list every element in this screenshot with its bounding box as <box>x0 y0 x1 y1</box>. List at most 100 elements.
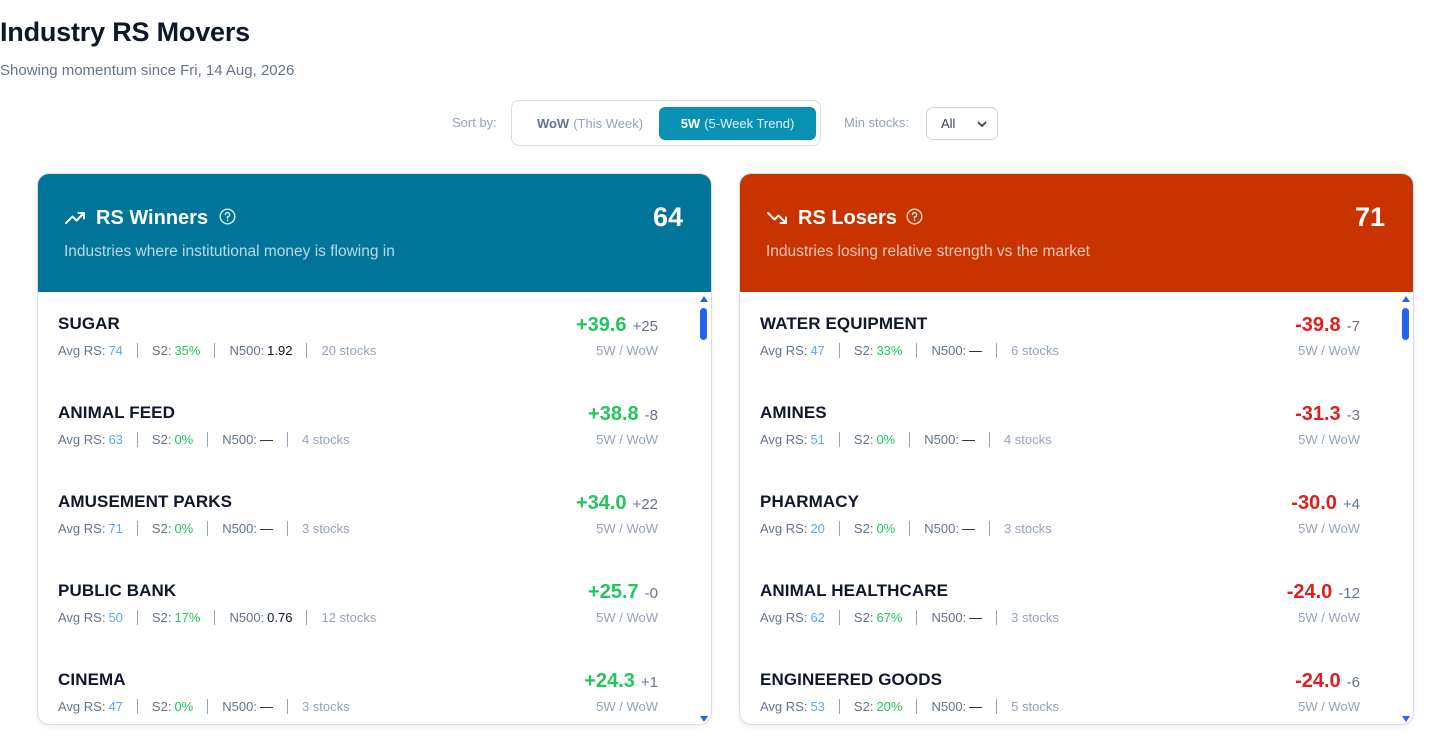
rs-change-wow: +4 <box>1342 496 1360 513</box>
help-circle-icon[interactable] <box>219 208 236 225</box>
divider <box>214 343 216 358</box>
avg-rs-value: 74 <box>108 343 123 358</box>
industry-name: SUGAR <box>58 314 120 333</box>
winners-scrollbar[interactable] <box>699 294 709 724</box>
n500-label: N500: <box>924 432 959 447</box>
avg-rs-label: Avg RS: <box>760 521 808 536</box>
industry-row[interactable]: PUBLIC BANK Avg RS: 50 S2: 17% N500: 0.76 12 st… <box>38 559 698 648</box>
scroll-up-icon[interactable] <box>1402 296 1410 302</box>
losers-list[interactable]: WATER EQUIPMENT Avg RS: 47 S2: 33% N500: —6 st… <box>740 292 1413 724</box>
scroll-down-icon[interactable] <box>1402 716 1410 722</box>
industry-name: AMUSEMENT PARKS <box>58 492 233 511</box>
winners-header: RS Winners Industries where institutiona… <box>38 174 711 292</box>
divider <box>136 610 138 625</box>
s2-label: S2: <box>151 343 172 358</box>
industry-meta: Avg RS: 71 S2: 0% N500: — 3 stocks <box>58 521 350 536</box>
avg-rs-label: Avg RS: <box>58 343 106 358</box>
s2-value: 17% <box>174 610 201 625</box>
sort-option-wow[interactable]: WoW (This Week) <box>520 107 660 140</box>
controls-bar: Sort by: WoW (This Week) 5W (5-Week Tren… <box>0 100 1447 146</box>
rs-change-unit: 5W / WoW <box>596 699 658 714</box>
avg-rs-value: 20 <box>810 521 825 536</box>
scroll-up-icon[interactable] <box>700 296 708 302</box>
losers-panel: RS Losers Industries losing relative str… <box>739 173 1414 725</box>
n500-value: — <box>969 610 983 625</box>
industry-name: PUBLIC BANK <box>58 581 177 600</box>
rs-change-5w: -39.8 <box>1295 314 1341 336</box>
rs-change-wow: +25 <box>632 318 658 335</box>
industry-row[interactable]: SUGAR Avg RS: 74 S2: 35% N500: 1.92 20 stocks +3… <box>38 292 698 381</box>
industry-meta: Avg RS: 47 S2: 0% N500: — 3 stocks <box>58 699 350 714</box>
divider <box>207 699 209 714</box>
divider <box>996 610 998 625</box>
sort-label: Sort by: <box>452 115 497 130</box>
s2-label: S2: <box>151 610 172 625</box>
industry-row[interactable]: ENGINEERED GOODS Avg RS: 53 S2: 20% N500: — 5 s… <box>740 648 1400 724</box>
industry-row[interactable]: ANIMAL FEED Avg RS: 63 S2: 0% N500: — 4 stocks +… <box>38 381 698 470</box>
scrollbar-thumb[interactable] <box>700 308 707 340</box>
industry-meta: Avg RS: 53 S2: 20% N500: — 5 stocks <box>760 699 1059 714</box>
industry-meta: Avg RS: 74 S2: 35% N500: 1.92 20 stocks <box>58 343 376 358</box>
avg-rs-label: Avg RS: <box>760 343 808 358</box>
divider <box>136 343 138 358</box>
min-stocks-select[interactable]: All <box>926 107 998 140</box>
help-circle-icon[interactable] <box>906 208 923 225</box>
n500-value: 0.76 <box>267 610 293 625</box>
divider <box>838 610 840 625</box>
trending-up-icon <box>65 212 85 224</box>
industry-row[interactable]: WATER EQUIPMENT Avg RS: 47 S2: 33% N500: — 6 st… <box>740 292 1400 381</box>
avg-rs-value: 62 <box>810 610 825 625</box>
sort-option-5w-detail: (5-Week Trend) <box>704 116 795 131</box>
s2-label: S2: <box>853 521 874 536</box>
sort-option-5w[interactable]: 5W (5-Week Trend) <box>659 107 816 140</box>
rs-change: -24.0 -12 <box>1287 581 1360 604</box>
avg-rs-label: Avg RS: <box>58 699 106 714</box>
min-stocks-label: Min stocks: <box>844 115 910 130</box>
n500-value: — <box>259 521 273 536</box>
rs-change-5w: -31.3 <box>1295 403 1341 425</box>
winners-subtitle: Industries where institutional money is … <box>64 243 395 260</box>
industry-row[interactable]: AMINES Avg RS: 51 S2: 0% N500: — 4 stocks -31.3-… <box>740 381 1400 470</box>
industry-row[interactable]: ANIMAL HEALTHCARE Avg RS: 62 S2: 67% N500: — 3 … <box>740 559 1400 648</box>
avg-rs-value: 50 <box>108 610 123 625</box>
divider <box>916 343 918 358</box>
s2-value: 0% <box>876 432 896 447</box>
divider <box>136 699 138 714</box>
sort-option-wow-label: WoW <box>536 116 570 131</box>
industry-row[interactable]: CINEMA Avg RS: 47 S2: 0% N500: —3 stocks +24.3 +… <box>38 648 698 724</box>
divider <box>916 699 918 714</box>
stock-count: 5 stocks <box>1011 699 1059 714</box>
rs-change-5w: +38.8 <box>588 403 639 425</box>
divider <box>207 521 209 536</box>
scroll-down-icon[interactable] <box>700 716 708 722</box>
avg-rs-label: Avg RS: <box>760 699 808 714</box>
divider <box>306 610 308 625</box>
s2-label: S2: <box>853 432 874 447</box>
n500-label: N500: <box>222 432 257 447</box>
divider <box>286 432 288 447</box>
industry-name: CINEMA <box>58 670 126 689</box>
industry-meta: Avg RS: 47 S2: 33% N500: — 6 stocks <box>760 343 1059 358</box>
s2-value: 0% <box>174 432 194 447</box>
scrollbar-thumb[interactable] <box>1402 308 1409 340</box>
n500-label: N500: <box>931 699 967 714</box>
avg-rs-value: 47 <box>810 343 825 358</box>
industry-name: AMINES <box>760 403 827 422</box>
s2-value: 35% <box>174 343 201 358</box>
n500-label: N500: <box>222 521 257 536</box>
rs-change: +39.6 +25 <box>576 314 658 337</box>
winners-list[interactable]: SUGAR Avg RS: 74 S2: 35% N500: 1.92 20 stocks +3… <box>38 292 711 724</box>
n500-value: — <box>259 699 273 714</box>
industry-meta: Avg RS: 62 S2: 67% N500: — 3 stocks <box>760 610 1059 625</box>
rs-change-5w: -24.0 <box>1295 670 1341 692</box>
rs-change-5w: +24.3 <box>584 670 635 692</box>
stock-count: 3 stocks <box>301 521 350 536</box>
n500-value: — <box>969 699 983 714</box>
rs-change-wow: -7 <box>1346 318 1360 335</box>
n500-label: N500: <box>222 699 257 714</box>
winners-title: RS Winners <box>96 207 209 229</box>
sort-option-wow-detail: (This Week) <box>573 116 644 131</box>
losers-scrollbar[interactable] <box>1401 294 1411 724</box>
industry-row[interactable]: PHARMACY Avg RS: 20 S2: 0% N500: — 3 stocks -30.… <box>740 470 1400 559</box>
industry-row[interactable]: AMUSEMENT PARKS Avg RS: 71 S2: 0% N500: — 3 sto… <box>38 470 698 559</box>
